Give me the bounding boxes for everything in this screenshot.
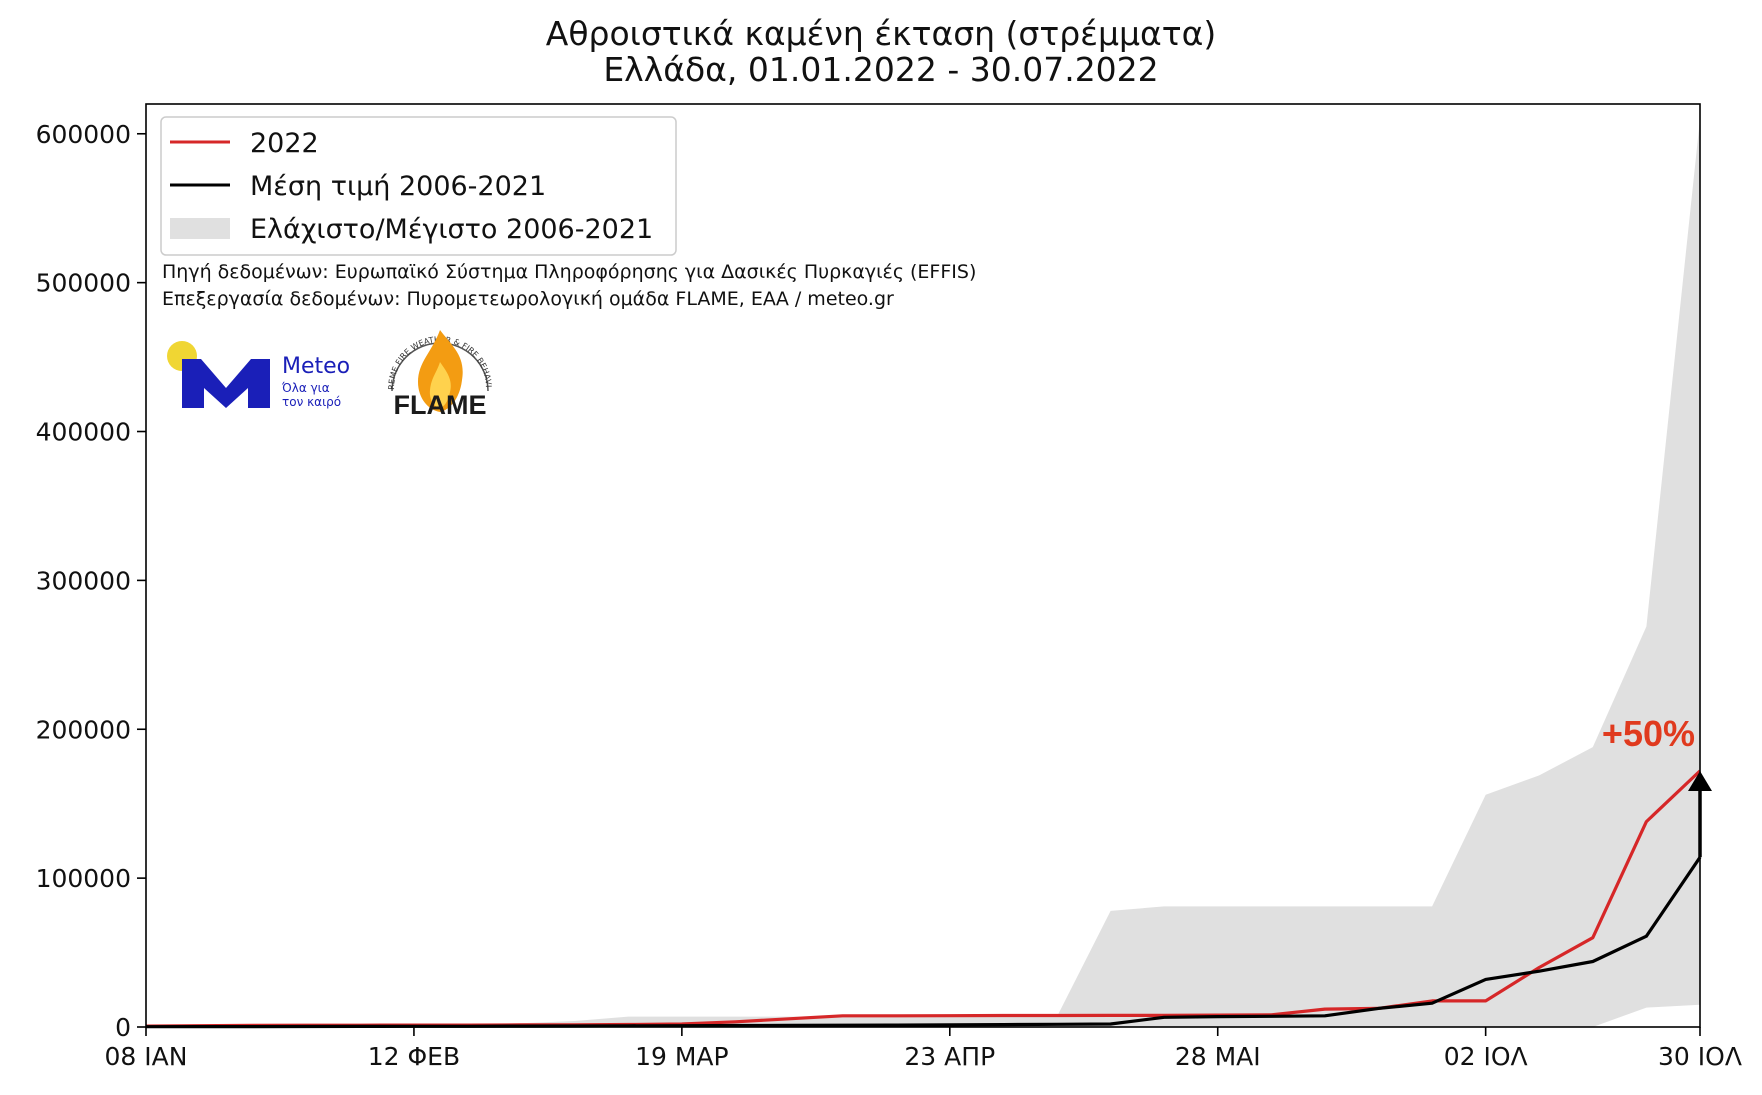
legend-label-range: Ελάχιστο/Μέγιστο 2006-2021 — [250, 214, 653, 245]
meteo-logo-tagline-2: τον καιρό — [282, 395, 341, 409]
y-tick-label: 200000 — [36, 715, 131, 744]
min-max-band — [146, 118, 1700, 1027]
x-tick-label: 19 ΜΑΡ — [635, 1042, 729, 1071]
meteo-logo: Meteo Όλα για τον καιρό — [167, 341, 350, 409]
legend: 2022 Μέση τιμή 2006-2021 Ελάχιστο/Μέγιστ… — [160, 116, 677, 256]
annotation-label: +50% — [1602, 713, 1695, 754]
x-tick-label: 23 ΑΠΡ — [904, 1042, 995, 1071]
meteo-logo-tagline-1: Όλα για — [281, 381, 330, 395]
x-tick-label: 30 ΙΟΛ — [1658, 1042, 1742, 1071]
annotation-layer: +50% — [1602, 713, 1712, 858]
legend-label-mean: Μέση τιμή 2006-2021 — [250, 171, 546, 202]
x-tick-label: 28 ΜΑΙ — [1175, 1042, 1261, 1071]
legend-label-2022: 2022 — [250, 128, 319, 159]
y-tick-label: 400000 — [36, 418, 131, 447]
credit-source: Πηγή δεδομένων: Ευρωπαϊκό Σύστημα Πληροφ… — [162, 261, 976, 283]
x-tick-label: 12 ΦΕΒ — [368, 1042, 460, 1071]
plot-frame — [145, 103, 1701, 1028]
meteo-logo-name: Meteo — [282, 354, 350, 379]
legend-box — [160, 116, 677, 256]
annotation-arrow-head — [1688, 770, 1712, 791]
meteo-m-icon — [182, 359, 270, 408]
band-layer — [146, 118, 1700, 1027]
axis-layer: 0 100000 200000 300000 400000 500000 600000 08 … — [36, 120, 1742, 1071]
x-tick-label: 02 ΙΟΛ — [1444, 1042, 1528, 1071]
y-tick-label: 300000 — [36, 566, 131, 595]
y-tick-label: 0 — [115, 1013, 131, 1042]
flame-core-icon — [429, 362, 451, 408]
chart-title: Αθροιστικά καμένη έκταση (στρέμματα) — [545, 14, 1217, 53]
y-tick-label: 500000 — [36, 269, 131, 298]
flame-logo-name: FLAME — [394, 390, 487, 420]
credit-processing: Επεξεργασία δεδομένων: Πυρομετεωρολογική… — [162, 288, 894, 310]
y-tick-label: 600000 — [36, 120, 131, 149]
x-tick-label: 08 ΙΑΝ — [105, 1042, 188, 1071]
legend-swatch-range — [170, 218, 230, 239]
chart-subtitle: Ελλάδα, 01.01.2022 - 30.07.2022 — [603, 50, 1159, 89]
y-tick-label: 100000 — [36, 864, 131, 893]
